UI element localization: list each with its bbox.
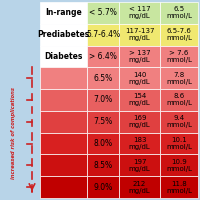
Text: 7.0%: 7.0% <box>94 96 113 104</box>
Bar <box>87 154 119 176</box>
Bar <box>87 24 119 46</box>
Bar <box>160 46 198 67</box>
Bar <box>119 24 160 46</box>
Text: 11.8
mmol/L: 11.8 mmol/L <box>166 181 192 194</box>
Bar <box>160 89 198 111</box>
Bar <box>40 111 87 133</box>
Bar <box>40 133 87 154</box>
Text: 154
mg/dL: 154 mg/dL <box>129 94 150 106</box>
Text: 8.0%: 8.0% <box>94 139 113 148</box>
Bar <box>40 24 87 46</box>
Text: 6.5%: 6.5% <box>94 74 113 83</box>
Text: 183
mg/dL: 183 mg/dL <box>129 137 150 150</box>
Bar <box>160 154 198 176</box>
Bar <box>160 67 198 89</box>
Bar <box>160 111 198 133</box>
Bar <box>87 46 119 67</box>
Bar <box>40 67 87 89</box>
Text: 169
mg/dL: 169 mg/dL <box>129 115 150 128</box>
Bar <box>40 89 87 111</box>
Text: > 7.6
mmol/L: > 7.6 mmol/L <box>166 50 192 63</box>
Bar <box>119 154 160 176</box>
Bar <box>87 111 119 133</box>
Bar <box>87 176 119 198</box>
Text: 117-137
mg/dL: 117-137 mg/dL <box>125 28 154 41</box>
Bar <box>40 46 87 67</box>
Text: 9.0%: 9.0% <box>94 183 113 192</box>
Bar <box>119 67 160 89</box>
Bar <box>87 89 119 111</box>
Text: > 6.4%: > 6.4% <box>89 52 117 61</box>
Bar <box>87 67 119 89</box>
Bar <box>119 89 160 111</box>
Bar <box>160 133 198 154</box>
Bar <box>40 176 87 198</box>
Bar <box>119 176 160 198</box>
Bar <box>119 133 160 154</box>
Text: 10.9
mmol/L: 10.9 mmol/L <box>166 159 192 172</box>
Bar <box>119 46 160 67</box>
Text: 7.8
mmol/L: 7.8 mmol/L <box>166 72 192 85</box>
Bar <box>119 111 160 133</box>
Bar <box>87 133 119 154</box>
Text: 197
mg/dL: 197 mg/dL <box>129 159 150 172</box>
Bar <box>160 2 198 24</box>
Text: 212
mg/dL: 212 mg/dL <box>129 181 150 194</box>
Text: 5.7-6.4%: 5.7-6.4% <box>86 30 120 39</box>
Bar <box>40 2 87 24</box>
Text: 8.6
mmol/L: 8.6 mmol/L <box>166 94 192 106</box>
Text: 9.4
mmol/L: 9.4 mmol/L <box>166 115 192 128</box>
Text: increased risk of complications: increased risk of complications <box>11 87 17 179</box>
Text: 6.5
mmol/L: 6.5 mmol/L <box>166 6 192 19</box>
Bar <box>160 24 198 46</box>
Bar <box>119 2 160 24</box>
Text: > 137
mg/dL: > 137 mg/dL <box>129 50 150 63</box>
Text: 140
mg/dL: 140 mg/dL <box>129 72 150 85</box>
Text: 6.5-7.6
mmol/L: 6.5-7.6 mmol/L <box>166 28 192 41</box>
Text: 10.1
mmol/L: 10.1 mmol/L <box>166 137 192 150</box>
Text: 8.5%: 8.5% <box>94 161 113 170</box>
Text: In-range: In-range <box>45 8 82 17</box>
Bar <box>160 176 198 198</box>
Text: 7.5%: 7.5% <box>94 117 113 126</box>
Text: Diabetes: Diabetes <box>45 52 83 61</box>
Text: < 5.7%: < 5.7% <box>89 8 117 17</box>
Bar <box>87 2 119 24</box>
Bar <box>40 154 87 176</box>
Text: < 117
mg/dL: < 117 mg/dL <box>129 6 150 19</box>
Text: Prediabetes: Prediabetes <box>38 30 90 39</box>
